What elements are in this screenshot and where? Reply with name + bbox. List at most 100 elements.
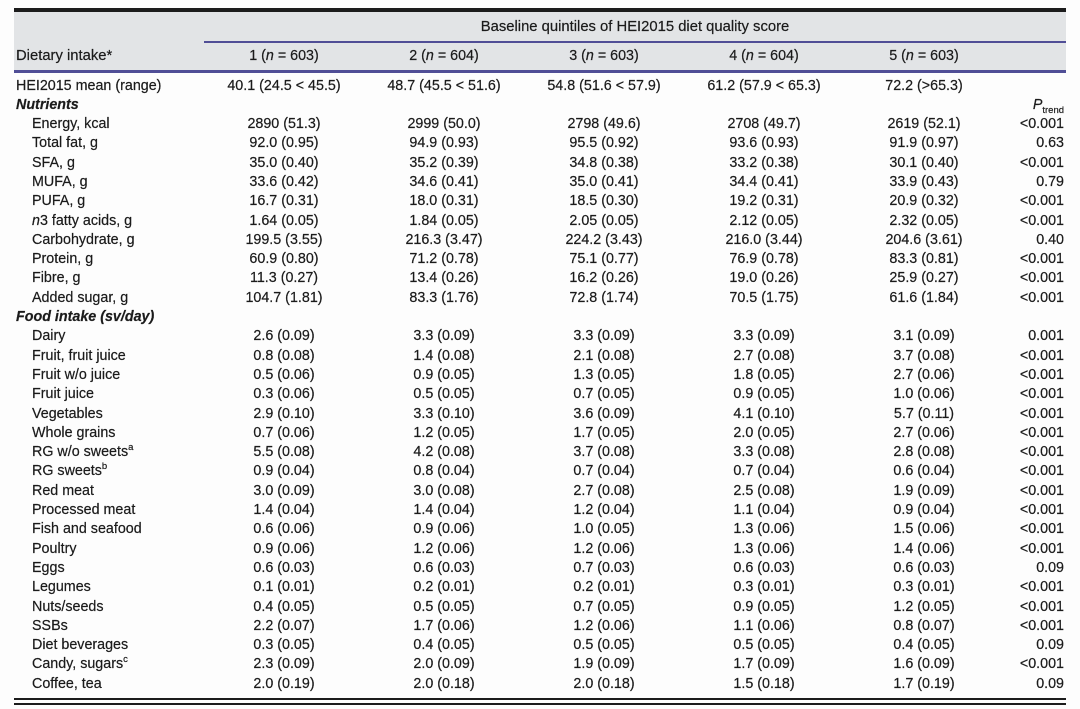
value-cell: 0.3 (0.05) [253,637,315,654]
p-value-cell: 0.001 [1028,328,1065,345]
p-value-cell: <0.001 [1019,579,1065,596]
value-cell: 1.7 (0.06) [413,617,475,634]
value-cell: 34.6 (0.41) [409,173,479,190]
value-cell: 35.0 (0.41) [569,173,639,190]
value-cell: 40.1 (24.5 < 45.5) [227,77,341,94]
value-cell: 0.6 (0.03) [893,559,955,576]
row-label: Coffee, tea [32,675,102,692]
spanner-stub-cell [14,12,204,42]
spanner-title-cell: Baseline quintiles of HEI2015 diet quali… [204,12,1067,43]
data-row: Processed meat 1.4 (0.04) 1.4 (0.04) 1.2 (0… [14,501,1066,520]
value-cell: 1.3 (0.05) [573,366,635,383]
value-cell: 72.8 (1.74) [569,289,639,306]
value-cell: 0.6 (0.06) [253,521,315,538]
value-cell [684,308,844,327]
value-cell: 11.3 (0.27) [249,270,319,287]
value-cell: 1.1 (0.06) [733,617,795,634]
data-row: Energy, kcal 2890 (51.3) 2999 (50.0) 2798 (… [14,115,1066,134]
value-cell: 2.32 (0.05) [889,212,959,229]
data-row: SFA, g 35.0 (0.40) 35.2 (0.39) 34.8 (0.38) 3… [14,154,1066,173]
value-cell: 0.8 (0.04) [413,463,475,480]
section-row: Food intake (sv/day) [14,308,1066,327]
value-cell: 13.4 (0.26) [409,270,479,287]
value-cell: 1.6 (0.09) [893,656,955,673]
section-row: Nutrients Ptrend [14,96,1066,115]
value-cell [524,96,684,115]
value-cell: 0.7 (0.04) [733,463,795,480]
value-cell: 0.7 (0.05) [573,598,635,615]
table-bottom-rule [14,698,1066,705]
value-cell: 1.8 (0.05) [733,366,795,383]
row-label: MUFA, g [32,173,88,190]
value-cell: 1.4 (0.04) [253,502,315,519]
row-label: Eggs [32,559,65,576]
quintile-header: 1 (n = 603) [204,42,364,73]
spanner-row: Baseline quintiles of HEI2015 diet quali… [14,12,1067,43]
value-cell: 0.1 (0.01) [253,579,315,596]
value-cell: 1.5 (0.18) [733,675,795,692]
value-cell [364,308,524,327]
value-cell: 4.2 (0.08) [413,444,475,461]
footnote-marker: b [101,461,108,473]
value-cell: 2.8 (0.08) [893,444,955,461]
value-cell: 1.7 (0.09) [733,656,795,673]
row-label: Food intake (sv/day) [16,309,155,326]
value-cell: 1.7 (0.19) [893,675,955,692]
value-cell: 34.8 (0.38) [569,154,639,171]
value-cell: 2.0 (0.09) [413,656,475,673]
value-cell: 2.12 (0.05) [729,212,799,229]
p-value-cell: <0.001 [1019,154,1065,171]
value-cell: 61.2 (57.9 < 65.3) [707,77,821,94]
data-row: RG w/o sweetsa 5.5 (0.08) 4.2 (0.08) 3.7 (0… [14,443,1066,462]
value-cell: 2.9 (0.10) [253,405,315,422]
row-label: Fruit juice [32,386,94,403]
data-row: Fruit w/o juice 0.5 (0.06) 0.9 (0.05) 1.3 (… [14,366,1066,385]
value-cell: 0.9 (0.05) [733,386,795,403]
value-cell: 3.3 (0.08) [733,444,795,461]
value-cell: 0.7 (0.04) [573,463,635,480]
data-row: Legumes 0.1 (0.01) 0.2 (0.01) 0.2 (0.01) 0.3… [14,578,1066,597]
p-value-cell: <0.001 [1019,617,1065,634]
value-cell: 1.2 (0.04) [573,502,635,519]
data-row: Coffee, tea 2.0 (0.19) 2.0 (0.18) 2.0 (0.18… [14,675,1066,694]
p-value-cell: <0.001 [1019,366,1065,383]
value-cell: 3.0 (0.08) [413,482,475,499]
value-cell: 93.6 (0.93) [729,135,799,152]
data-row: PUFA, g 16.7 (0.31) 18.0 (0.31) 18.5 (0.30)… [14,192,1066,211]
value-cell: 3.7 (0.08) [573,444,635,461]
value-cell: 71.2 (0.78) [409,251,479,268]
value-cell: 0.8 (0.07) [893,617,955,634]
value-cell: 0.5 (0.06) [253,366,315,383]
row-label: Fish and seafood [32,521,142,538]
p-value-cell: <0.001 [1019,289,1065,306]
data-row: HEI2015 mean (range) 40.1 (24.5 < 45.5) 48… [14,71,1066,96]
data-row: Poultry 0.9 (0.06) 1.2 (0.06) 1.2 (0.06) 1.3… [14,540,1066,559]
row-label: SFA, g [32,154,75,171]
row-label: Red meat [32,482,94,499]
value-cell: 94.9 (0.93) [409,135,479,152]
value-cell: 3.3 (0.09) [733,328,795,345]
value-cell: 0.5 (0.05) [733,637,795,654]
value-cell: 83.3 (0.81) [889,251,959,268]
value-cell [364,96,524,115]
p-trend-header: Ptrend [1032,96,1065,116]
value-cell: 0.9 (0.06) [413,521,475,538]
value-cell: 1.1 (0.04) [733,502,795,519]
data-row: MUFA, g 33.6 (0.42) 34.6 (0.41) 35.0 (0.41)… [14,173,1066,192]
p-value-cell: <0.001 [1019,444,1065,461]
row-label: RG sweetsb [32,461,108,480]
p-value-cell [1004,71,1066,96]
value-cell: 0.6 (0.03) [253,559,315,576]
value-cell: 54.8 (51.6 < 57.9) [547,77,661,94]
p-value-cell: 0.09 [1036,675,1065,692]
value-cell: 104.7 (1.81) [245,289,323,306]
data-row: Nuts/seeds 0.4 (0.05) 0.5 (0.05) 0.7 (0.05)… [14,598,1066,617]
value-cell: 48.7 (45.5 < 51.6) [387,77,501,94]
value-cell: 0.9 (0.05) [413,366,475,383]
value-cell: 25.9 (0.27) [889,270,959,287]
p-value-cell: 0.40 [1036,231,1065,248]
footnote-marker: c [123,654,128,666]
value-cell: 2.5 (0.08) [733,482,795,499]
value-cell: 3.7 (0.08) [893,347,955,364]
p-value-cell: <0.001 [1019,270,1065,287]
